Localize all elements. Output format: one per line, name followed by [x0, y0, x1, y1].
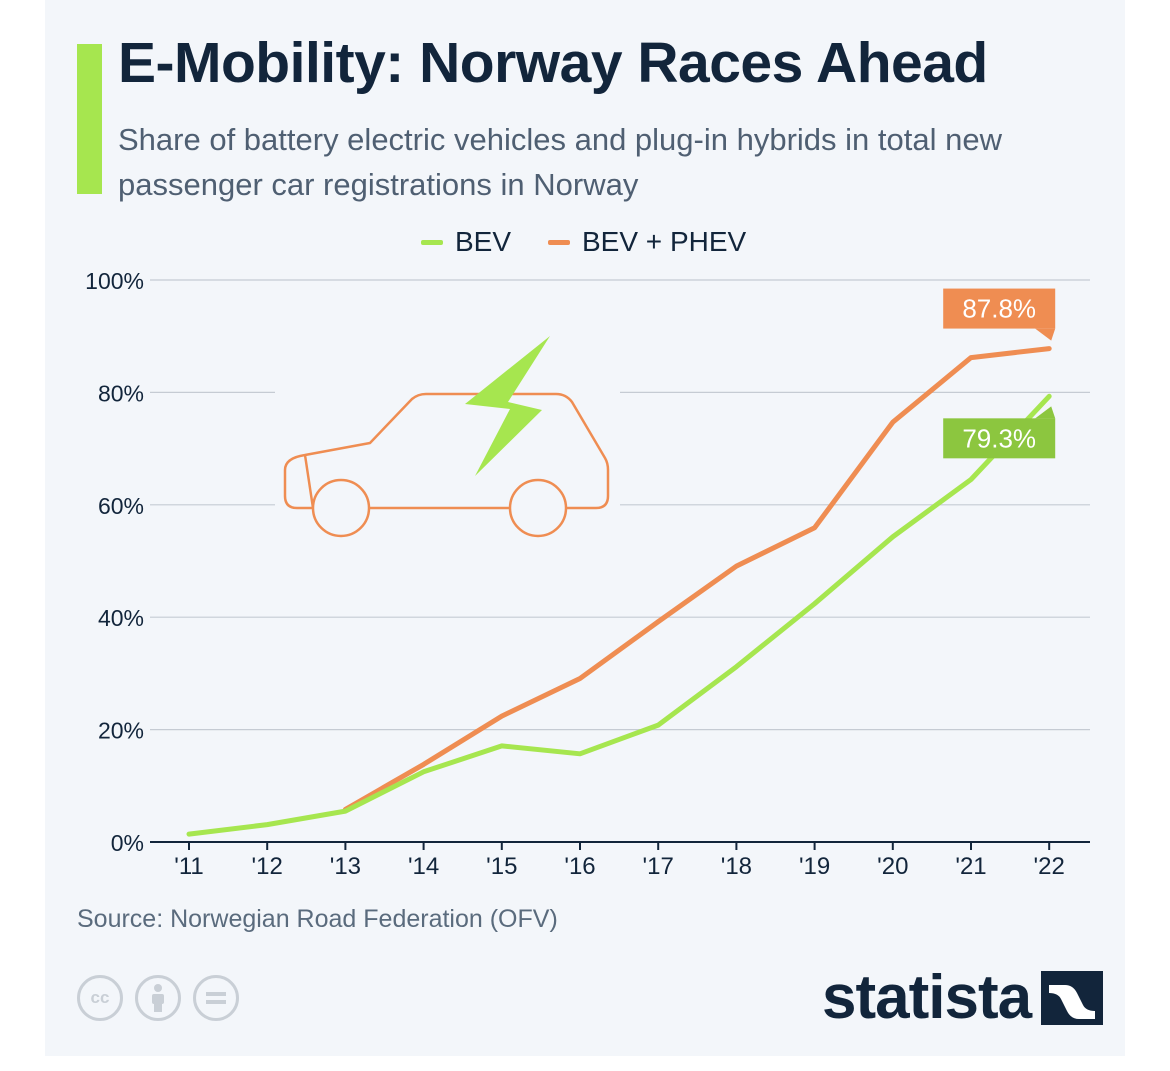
person-glyph [152, 984, 164, 1012]
series-line-bev [186, 393, 1052, 837]
line-chart: 0% 20% 40% 60% 80% 100% '11 '12 '13 '14 '15 '16 '17… [85, 268, 1090, 880]
x-tick-label: '22 [1034, 853, 1065, 880]
x-tick-label: '20 [877, 853, 908, 880]
grid-lines: 0% 20% 40% 60% 80% 100% [85, 268, 1090, 856]
license-icons: cc [77, 975, 239, 1021]
legend-item-bev: BEV [421, 222, 511, 262]
equals-glyph [206, 992, 226, 1004]
callout-label: 79.3% [962, 423, 1036, 453]
y-tick-label: 0% [111, 830, 144, 856]
callout-bev: 79.3% [943, 406, 1056, 459]
car-rear-wheel-icon [508, 478, 568, 538]
x-tick-label: '17 [643, 853, 674, 880]
car-front-wheel-icon [311, 478, 371, 538]
y-tick-label: 80% [98, 380, 144, 406]
legend-swatch-bev [421, 239, 443, 245]
x-tick-label: '12 [252, 853, 283, 880]
chart-subtitle: Share of battery electric vehicles and p… [118, 122, 1002, 202]
statista-mark-icon [1041, 970, 1104, 1025]
legend-label-bev-phev: BEV + PHEV [582, 226, 747, 257]
x-tick-label: '13 [330, 853, 361, 880]
y-tick-label: 60% [98, 493, 144, 519]
car-body-icon [283, 392, 610, 510]
callout-bev-phev: 87.8% [943, 288, 1056, 341]
electric-car-illustration [275, 336, 620, 548]
callout-label: 87.8% [962, 294, 1036, 324]
legend-label-bev: BEV [455, 226, 512, 257]
x-tick-label: '19 [799, 853, 830, 880]
x-tick-label: '11 [174, 853, 204, 880]
x-tick-label: '14 [408, 853, 439, 880]
value-callouts: 87.8% 79.3% [943, 288, 1056, 459]
x-tick-label: '15 [486, 853, 517, 880]
no-derivatives-icon[interactable] [193, 975, 239, 1021]
y-tick-label: 100% [85, 268, 144, 294]
source-note: Source: Norwegian Road Federation (OFV) [77, 905, 558, 933]
callout-pointer [1035, 328, 1056, 341]
legend: BEV BEV + PHEV [0, 222, 1170, 262]
series-line-bev-phev [342, 346, 1052, 812]
legend-swatch-bev-phev [548, 239, 570, 245]
lightning-bolt-icon [465, 336, 550, 476]
callout-box [943, 288, 1056, 329]
brand-wordmark: statista [822, 963, 1032, 1032]
callout-pointer [1035, 406, 1056, 419]
chart-title: E-Mobility: Norway Races Ahead [118, 31, 988, 95]
attribution-icon[interactable] [135, 975, 181, 1021]
statista-logo[interactable]: statista [822, 962, 1104, 1033]
y-tick-label: 20% [98, 718, 144, 744]
y-tick-label: 40% [98, 605, 144, 631]
legend-item-bev-phev: BEV + PHEV [548, 222, 746, 262]
x-tick-label: '21 [955, 853, 986, 880]
title-accent-bar [77, 44, 102, 194]
x-tick-label: '18 [721, 853, 752, 880]
x-axis: '11 '12 '13 '14 '15 '16 '17 '18 '19 '20 '21 '22 [150, 841, 1090, 880]
x-tick-label: '16 [564, 853, 595, 880]
callout-box [943, 418, 1056, 459]
cc-icon[interactable]: cc [77, 975, 123, 1021]
series-lines [186, 346, 1052, 837]
